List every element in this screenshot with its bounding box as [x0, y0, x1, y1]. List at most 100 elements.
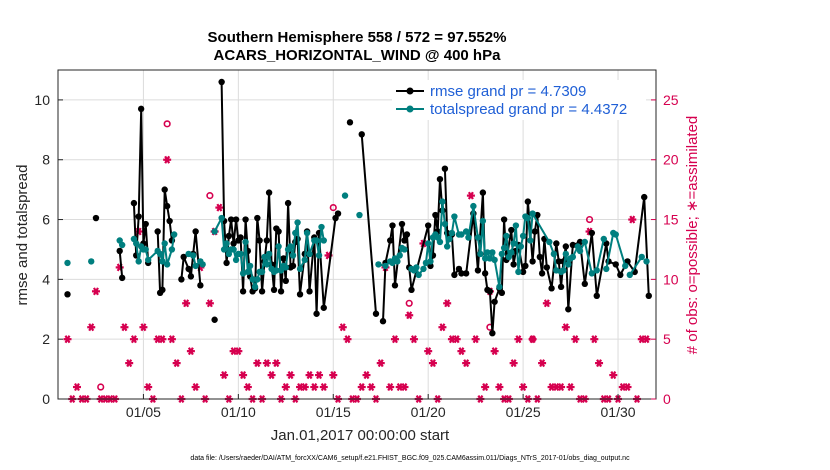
obs-assimilated-marker: [443, 299, 452, 308]
series-point: [306, 250, 313, 258]
obs-assimilated-marker: [471, 335, 480, 344]
series-point: [439, 198, 446, 205]
series-point: [161, 240, 168, 247]
series-point: [239, 288, 247, 295]
series-point: [289, 262, 297, 270]
x-tick-label: 01/10: [221, 404, 256, 420]
series-point: [565, 306, 572, 313]
series-point: [479, 189, 487, 196]
footnote: data file: /Users/raeder/DAI/ATM_forcXX/…: [190, 455, 630, 462]
series-point: [242, 238, 249, 246]
obs-assimilated-marker: [623, 383, 632, 392]
series-point: [486, 288, 494, 295]
obs-assimilated-marker: [125, 359, 134, 368]
series-point: [211, 316, 218, 323]
series-point: [529, 210, 536, 217]
series-point: [638, 253, 645, 261]
obs-assimilated-marker: [63, 335, 72, 344]
series-point: [612, 261, 619, 268]
series-totalspread: [64, 192, 650, 291]
series-point: [244, 268, 252, 276]
obs-assimilated-marker: [186, 347, 195, 356]
obs-assimilated-marker: [315, 371, 324, 380]
series-point: [230, 246, 237, 253]
series-point: [441, 220, 449, 228]
series-point: [88, 258, 95, 265]
obs-assimilated-marker: [514, 335, 523, 344]
series-point: [135, 213, 142, 220]
series-point: [481, 255, 489, 262]
series-point: [237, 250, 244, 258]
legend-rmse-marker: [406, 87, 414, 95]
series-point: [581, 280, 589, 288]
series-point: [481, 270, 489, 277]
obs-possible-marker: [97, 383, 105, 391]
obs-assimilated-marker: [609, 371, 618, 380]
series-point: [491, 256, 498, 264]
series-point: [536, 253, 544, 261]
series-point: [284, 199, 292, 207]
obs-assimilated-marker: [409, 335, 418, 344]
legend: rmse grand pr = 4.7309 totalspread grand…: [392, 80, 646, 120]
series-point: [415, 271, 422, 279]
x-tick-label: 01/15: [316, 404, 351, 420]
series-point: [294, 219, 301, 226]
obs-assimilated-marker: [566, 383, 575, 392]
obs-assimilated-marker: [87, 323, 96, 332]
obs-assimilated-marker: [300, 383, 309, 392]
series-point: [458, 270, 465, 277]
series-point: [185, 265, 192, 273]
chart-title-line2: ACARS_HORIZONTAL_WIND @ 400 hPa: [214, 47, 502, 64]
obs-assimilated-marker: [158, 335, 167, 344]
series-point: [470, 202, 477, 210]
series-point: [261, 253, 268, 261]
y-right-tick-label: 5: [663, 331, 671, 347]
series-point: [519, 232, 527, 240]
series-point: [427, 262, 434, 270]
series-point: [246, 262, 254, 270]
series-point: [519, 268, 527, 276]
series-point: [154, 228, 161, 235]
series-point: [156, 250, 164, 258]
series-point: [301, 256, 308, 264]
series-point: [159, 286, 166, 294]
obs-assimilated-marker: [253, 359, 262, 368]
series-point: [560, 267, 567, 274]
series-point: [555, 258, 563, 265]
series-point: [263, 237, 271, 244]
obs-assimilated-marker: [509, 359, 518, 368]
series-point: [498, 289, 506, 297]
series-point: [275, 228, 282, 235]
series-point: [503, 232, 510, 240]
series-point: [133, 240, 140, 247]
series-point: [432, 211, 439, 219]
series-point: [220, 246, 228, 253]
series-point: [593, 292, 600, 300]
series-point: [424, 240, 432, 247]
obs-possible-marker: [529, 335, 537, 343]
series-point: [515, 268, 522, 276]
series-point: [546, 238, 553, 246]
obs-assimilated-marker: [424, 347, 433, 356]
series-point: [341, 192, 349, 199]
series-point: [282, 264, 290, 271]
obs-assimilated-marker: [466, 191, 475, 200]
series-line-segment: [360, 134, 377, 314]
legend-rmse-label: rmse grand pr = 4.7309: [430, 83, 586, 100]
series-point: [92, 214, 100, 222]
series-point: [569, 253, 577, 261]
obs-possible-marker: [405, 299, 413, 307]
series-line-segment: [614, 234, 627, 267]
series-point: [232, 216, 240, 223]
series-point: [254, 214, 261, 222]
series-point: [137, 105, 145, 113]
series-point: [230, 240, 237, 247]
series-point: [617, 271, 624, 279]
obs-assimilated-marker: [438, 323, 447, 332]
series-point: [256, 237, 263, 244]
series-point: [394, 258, 401, 265]
series-point: [227, 216, 235, 223]
series-point: [477, 250, 484, 258]
series-point: [130, 199, 138, 207]
series-point: [303, 229, 311, 237]
